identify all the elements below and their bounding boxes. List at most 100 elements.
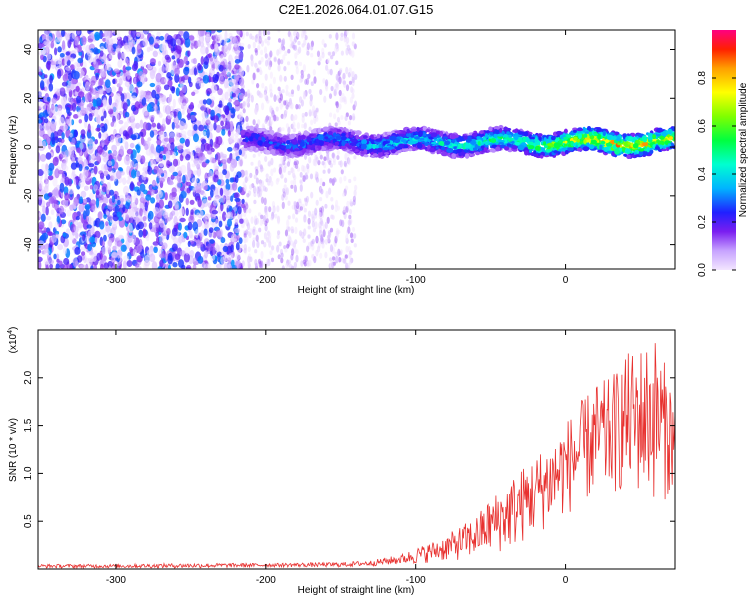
- heatmap-cell: [112, 150, 118, 157]
- heatmap-cell: [246, 89, 251, 95]
- heatmap-cell: [219, 76, 225, 85]
- heatmap-cell: [294, 30, 298, 37]
- heatmap-cell: [307, 225, 311, 230]
- heatmap-cell: [227, 218, 232, 227]
- heatmap-cell: [303, 207, 307, 213]
- heatmap-cell: [58, 116, 65, 127]
- heatmap-cell: [295, 209, 299, 215]
- heatmap-cell: [263, 232, 268, 240]
- heatmap-cell: [90, 125, 94, 135]
- heatmap-cell: [153, 207, 160, 215]
- heatmap-cell: [315, 107, 319, 113]
- heatmap-cell: [148, 222, 153, 230]
- heatmap-cell: [105, 210, 111, 216]
- heatmap-cell: [73, 70, 80, 80]
- heatmap-cell: [125, 66, 132, 71]
- heatmap-cell: [238, 52, 244, 60]
- heatmap-cell: [120, 93, 125, 102]
- heatmap-cell: [222, 169, 228, 176]
- heatmap-cell: [57, 107, 63, 117]
- heatmap-cell: [288, 99, 292, 106]
- heatmap-cell: [353, 189, 357, 197]
- heatmap-cell: [95, 189, 100, 196]
- heatmap-cell: [158, 99, 162, 104]
- heatmap-cell: [103, 110, 107, 119]
- heatmap-cell: [235, 242, 240, 251]
- heatmap-cell: [115, 134, 122, 144]
- heatmap-cell: [321, 242, 325, 249]
- heatmap-cell: [38, 233, 41, 240]
- heatmap-cell: [94, 236, 99, 244]
- heatmap-cell: [213, 122, 217, 131]
- heatmap-cell: [315, 177, 320, 183]
- heatmap-cell: [126, 148, 133, 155]
- heatmap-cell: [44, 244, 50, 248]
- heatmap-cell: [171, 86, 176, 94]
- heatmap-cell: [317, 57, 322, 62]
- heatmap-cell: [124, 121, 129, 128]
- heatmap-cell: [112, 245, 117, 252]
- heatmap-cell: [334, 83, 338, 92]
- heatmap-cell: [265, 173, 269, 179]
- heatmap-cell: [195, 195, 201, 201]
- heatmap-cell: [277, 230, 281, 236]
- heatmap-cell: [178, 236, 184, 244]
- heatmap-cell: [488, 126, 493, 132]
- heatmap-cell: [136, 189, 141, 196]
- heatmap-cell: [165, 66, 170, 72]
- heatmap-cell: [304, 111, 308, 117]
- heatmap-cell: [267, 31, 271, 35]
- heatmap-cell: [47, 175, 54, 181]
- heatmap-cell: [169, 194, 173, 200]
- heatmap-cell: [116, 240, 123, 247]
- heatmap-cell: [303, 122, 307, 128]
- heatmap-cell: [121, 52, 127, 60]
- heatmap-cell: [320, 188, 324, 195]
- heatmap-cell: [159, 253, 165, 259]
- heatmap-cell: [43, 169, 50, 175]
- heatmap-cell: [281, 89, 285, 94]
- heatmap-cell: [56, 69, 62, 79]
- heatmap-cell: [193, 157, 200, 167]
- heatmap-cell: [338, 69, 343, 74]
- heatmap-cell: [69, 263, 73, 269]
- heatmap-cell: [411, 126, 417, 130]
- heatmap-cell: [258, 227, 262, 233]
- heatmap-cell: [110, 135, 114, 143]
- heatmap-cell: [101, 240, 106, 247]
- heatmap-cell: [266, 40, 270, 46]
- heatmap-cell: [222, 162, 227, 172]
- heatmap-cell: [146, 30, 153, 33]
- heatmap-cell: [234, 59, 241, 64]
- heatmap-cell: [220, 237, 226, 244]
- heatmap-cell: [51, 104, 56, 114]
- heatmap-cell: [286, 219, 290, 228]
- heatmap-cell: [84, 93, 91, 103]
- heatmap-cell: [311, 238, 315, 245]
- heatmap-cell: [173, 111, 177, 118]
- heatmap-cell: [142, 37, 148, 47]
- heatmap-cell: [285, 84, 289, 91]
- heatmap-cell: [64, 192, 70, 201]
- heatmap-cell: [343, 175, 347, 182]
- heatmap-cell: [264, 53, 268, 59]
- heatmap-cell: [114, 93, 119, 104]
- heatmap-cell: [117, 31, 121, 40]
- heatmap-cell: [245, 98, 249, 106]
- heatmap-cell: [208, 53, 213, 58]
- heatmap-cell: [342, 80, 346, 85]
- heatmap-cell: [277, 254, 281, 260]
- heatmap-cell: [298, 61, 303, 67]
- heatmap-cell: [286, 243, 290, 249]
- heatmap-cell: [125, 202, 130, 210]
- heatmap-cell: [112, 78, 116, 84]
- heatmap-cell: [260, 251, 264, 259]
- heatmap-cell: [123, 155, 131, 166]
- heatmap-cell: [326, 153, 330, 161]
- heatmap-cell: [285, 89, 289, 96]
- heatmap-cell: [95, 197, 100, 208]
- heatmap-cell: [410, 134, 415, 138]
- heatmap-cell: [154, 42, 159, 48]
- heatmap-cell: [155, 231, 159, 238]
